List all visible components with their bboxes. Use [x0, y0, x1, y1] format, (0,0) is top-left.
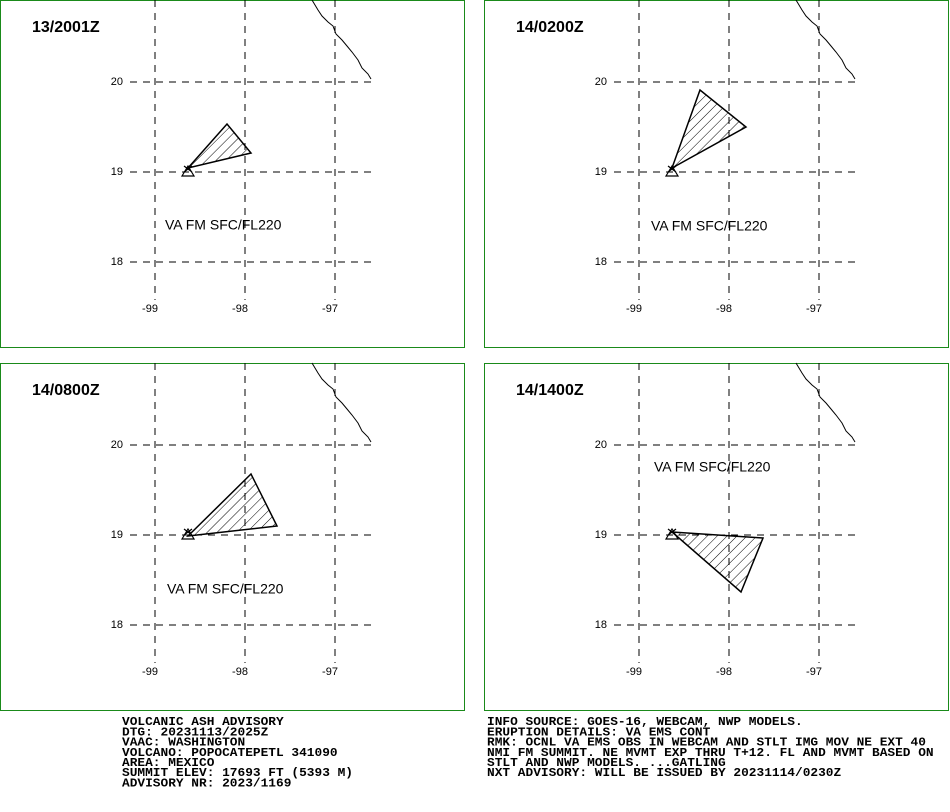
latitude-label: 19	[111, 529, 123, 541]
ash-cloud	[185, 472, 279, 537]
coastline	[311, 0, 372, 80]
panel-frame	[484, 0, 949, 348]
advisory-text: SUMMIT ELEV: 17693 FT (5393 M)	[122, 766, 353, 780]
advisory-text: NMI FM SUMMIT. NE MVMT EXP THRU T+12. FL…	[487, 746, 934, 760]
longitude-label: -98	[716, 303, 732, 315]
map-panel: 20 19 18 -99 -98 -97 14/0200Z VA FM SFC/FL220	[484, 0, 949, 348]
latitude-label: 20	[595, 439, 607, 451]
longitude-label: -99	[142, 666, 158, 678]
longitude-label: -98	[716, 666, 732, 678]
ash-cloud	[669, 531, 765, 594]
longitude-label: -99	[142, 303, 158, 315]
longitude-label: -97	[322, 303, 338, 315]
longitude-label: -97	[806, 666, 822, 678]
longitude-label: -99	[626, 303, 642, 315]
latitude-label: 18	[111, 619, 123, 631]
map-panel: 20 19 18 -99 -98 -97 14/1400Z VA FM SFC/FL220	[484, 362, 949, 711]
coastline	[795, 362, 856, 443]
volcano-symbol	[664, 527, 680, 540]
advisory-text: INFO SOURCE: GOES-16, WEBCAM, NWP MODELS…	[487, 715, 803, 729]
advisory-text: ERUPTION DETAILS: VA EMS CONT	[487, 725, 710, 739]
panel-time: 14/0800Z	[32, 382, 100, 399]
advisory-text: STLT AND NWP MODELS. ...GATLING	[487, 756, 726, 770]
map-panel: 20 19 18 -99 -98 -97 14/0800Z VA FM SFC/FL220	[0, 362, 465, 711]
latitude-label: 18	[595, 619, 607, 631]
panel-time: 14/0200Z	[516, 19, 584, 36]
latitude-label: 18	[595, 256, 607, 268]
advisory-text: VAAC: WASHINGTON	[122, 736, 245, 750]
longitude-label: -99	[626, 666, 642, 678]
panel-frame	[0, 363, 465, 711]
advisory-text: ADVISORY NR: 2023/1169	[122, 776, 291, 790]
volcano-symbol	[180, 164, 196, 177]
longitude-label: -98	[232, 303, 248, 315]
advisory-text: DTG: 20231113/2025Z	[122, 725, 268, 739]
va-label: VA FM SFC/FL220	[654, 459, 771, 475]
ash-cloud	[185, 122, 253, 170]
va-label: VA FM SFC/FL220	[165, 217, 282, 233]
volcano-symbol	[180, 527, 196, 540]
latitude-label: 19	[111, 166, 123, 178]
longitude-label: -97	[322, 666, 338, 678]
longitude-label: -98	[232, 666, 248, 678]
latitude-label: 19	[595, 166, 607, 178]
ash-cloud	[670, 88, 748, 170]
va-label: VA FM SFC/FL220	[651, 218, 768, 234]
panel-time: 13/2001Z	[32, 19, 100, 36]
advisory-text: RMK: OCNL VA EMS OBS IN WEBCAM AND STLT …	[487, 736, 926, 750]
va-label: VA FM SFC/FL220	[167, 581, 284, 597]
latitude-label: 18	[111, 256, 123, 268]
advisory-text: VOLCANO: POPOCATEPETL 341090	[122, 746, 338, 760]
latitude-label: 20	[111, 76, 123, 88]
map-panel: 20 19 18 -99 -98 -97 13/2001Z VA FM SFC/FL220	[0, 0, 465, 348]
latitude-label: 19	[595, 529, 607, 541]
advisory-text: AREA: MEXICO	[122, 756, 214, 770]
panel-frame	[0, 0, 465, 348]
volcano-symbol	[664, 164, 680, 177]
advisory-text: NXT ADVISORY: WILL BE ISSUED BY 20231114…	[487, 766, 841, 780]
panel-time: 14/1400Z	[516, 382, 584, 399]
panel-frame	[484, 363, 949, 711]
latitude-label: 20	[595, 76, 607, 88]
advisory-text: VOLCANIC ASH ADVISORY	[122, 715, 285, 729]
longitude-label: -97	[806, 303, 822, 315]
latitude-label: 20	[111, 439, 123, 451]
coastline	[311, 362, 372, 443]
coastline	[795, 0, 856, 80]
